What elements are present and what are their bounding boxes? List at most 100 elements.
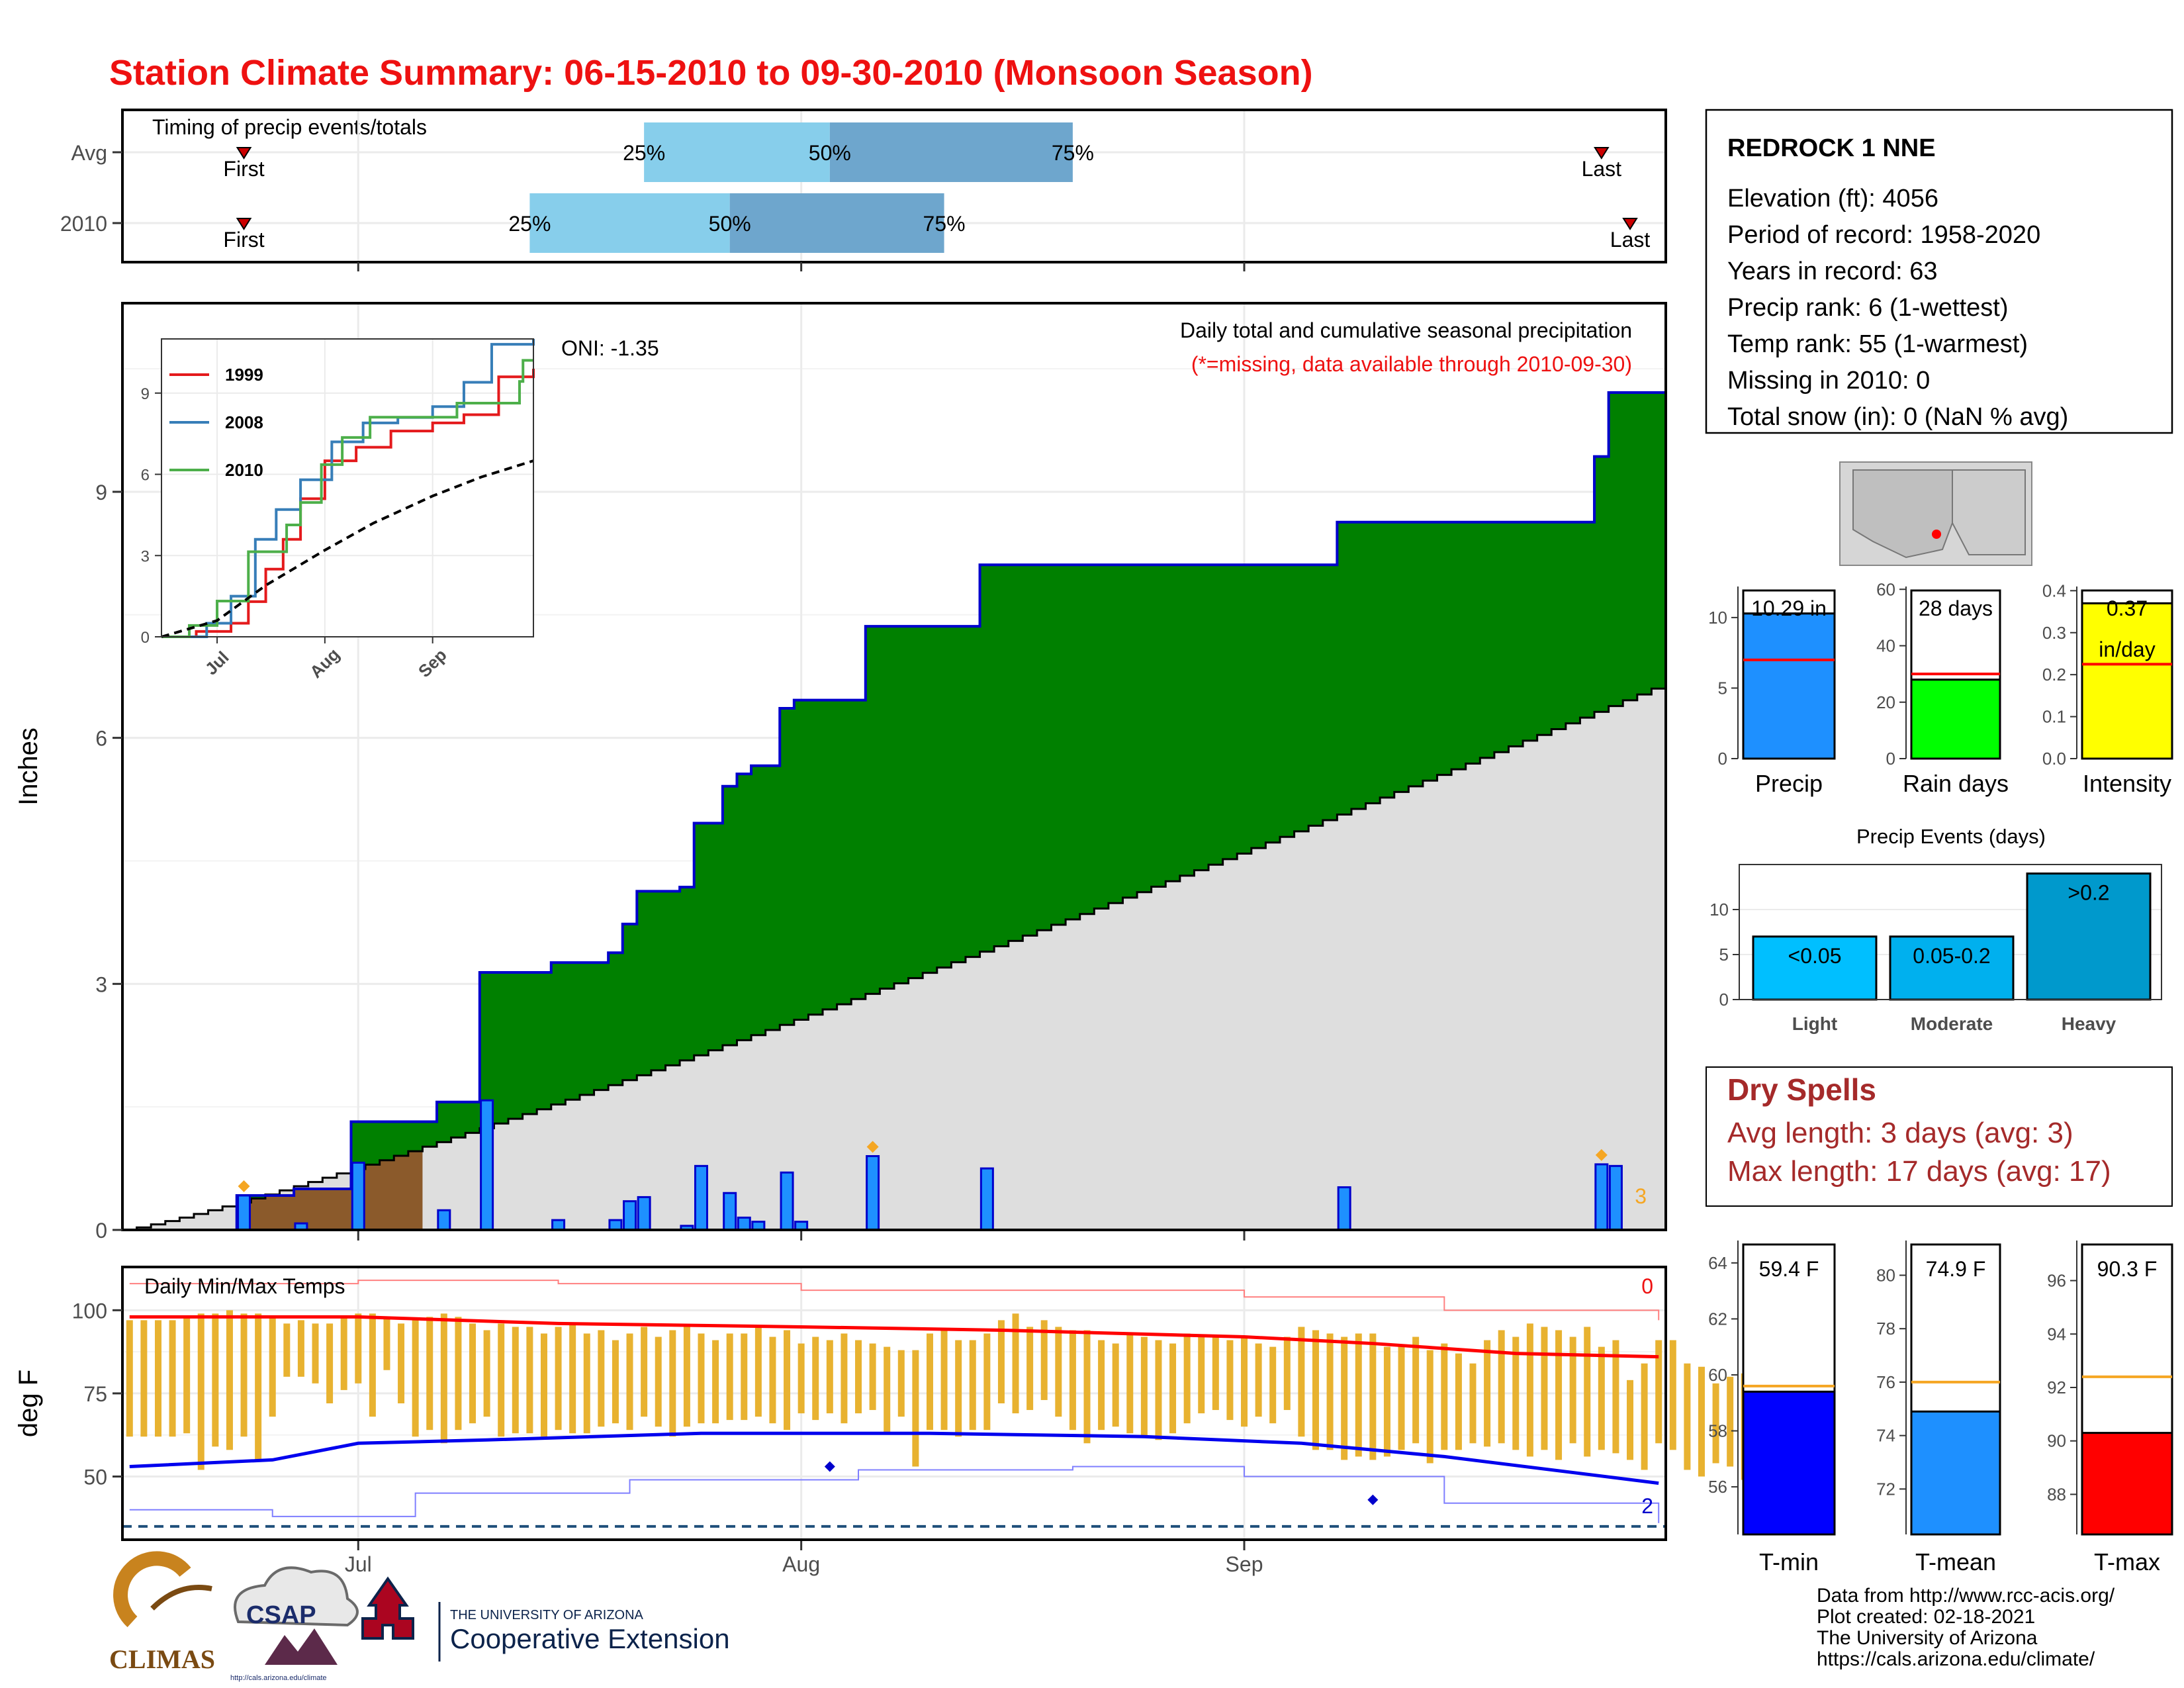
daily-temp-bar xyxy=(1341,1336,1348,1460)
daily-precip-bar xyxy=(623,1200,637,1231)
timing-row-label: 2010 xyxy=(60,212,107,236)
temp-summary-panel: 56 58 60 62 64 59.4 F T-min 72 74 76 78 80 74.9 F T-m… xyxy=(1708,1241,2173,1575)
daily-temp-bar xyxy=(1055,1327,1062,1417)
precip-panel: 0 3 6 9 Inches ONI: -1.35 Daily total and cumu… xyxy=(14,302,1667,1243)
missing-data-marker xyxy=(1595,1149,1608,1161)
station-info-line: Precip rank: 6 (1-wettest) xyxy=(1727,294,2008,322)
temps-border xyxy=(121,1266,1667,1541)
daily-precip-bar xyxy=(1608,1164,1623,1231)
daily-temp-bar xyxy=(255,1313,262,1460)
inset-legend-label: 2010 xyxy=(225,460,263,480)
daily-temp-bar xyxy=(412,1320,419,1437)
missing-data-marker xyxy=(238,1180,250,1192)
station-info-line: Temp rank: 55 (1-warmest) xyxy=(1727,330,2028,358)
daily-temp-bar xyxy=(1584,1327,1591,1457)
daily-precip-bar xyxy=(1337,1186,1351,1231)
season-bar-remainder xyxy=(1742,589,1836,615)
temps-y-tick-label: 100 xyxy=(72,1299,107,1323)
missing-count: 3 xyxy=(1635,1184,1647,1208)
daily-temp-bar xyxy=(826,1340,833,1414)
station-info-line: Total snow (in): 0 (NaN % avg) xyxy=(1727,403,2068,431)
daily-temp-bar xyxy=(626,1333,633,1430)
season-bar xyxy=(1910,679,2001,760)
daily-precip-bar xyxy=(866,1154,880,1231)
daily-temp-bar xyxy=(369,1313,376,1417)
timing-box-upper xyxy=(829,122,1073,182)
ua-logo-small: THE UNIVERSITY OF ARIZONA xyxy=(450,1608,644,1622)
timing-row-label: Avg xyxy=(71,141,107,165)
daily-temp-bar xyxy=(912,1350,919,1467)
daily-temp-bar xyxy=(1369,1333,1377,1460)
daily-temp-bar xyxy=(869,1343,876,1411)
arizona-map xyxy=(1839,461,2032,566)
daily-temp-bar xyxy=(1312,1330,1319,1450)
daily-temp-bar xyxy=(1555,1330,1563,1460)
timing-label-50: 50% xyxy=(809,141,851,165)
y-tick-label: 0 xyxy=(95,1219,107,1243)
daily-precip-bar xyxy=(780,1171,794,1231)
temp-summary-y-tick-label: 92 xyxy=(2047,1378,2066,1397)
dry-spells-box: Dry Spells Avg length: 3 days (avg: 3) M… xyxy=(1706,1066,2173,1207)
university-of-arizona-logo: THE UNIVERSITY OF ARIZONA Cooperative Ex… xyxy=(361,1576,730,1662)
csap-logo-url: http://cals.arizona.edu/climate xyxy=(230,1674,327,1682)
y-axis-label: Inches xyxy=(14,727,43,806)
station-info-line: Missing in 2010: 0 xyxy=(1727,367,1930,395)
temp-marker xyxy=(824,1461,835,1472)
precip-events-panel: Precip Events (days) 0 5 10 <0.05 Light 0.05-0… xyxy=(1709,825,2162,1034)
inset-series-line xyxy=(161,359,533,638)
events-bar-value: 0.05-0.2 xyxy=(1913,944,1990,968)
timing-box-lower xyxy=(529,193,730,253)
daily-temp-bar xyxy=(1684,1363,1691,1470)
daily-precip-bar xyxy=(723,1192,737,1231)
footer-line-3: The University of Arizona xyxy=(1817,1627,2038,1649)
events-bar-value: <0.05 xyxy=(1788,944,1842,968)
dry-spells-max: Max length: 17 days (avg: 17) xyxy=(1727,1155,2111,1188)
daily-temp-bar xyxy=(1183,1333,1191,1424)
season-value-text: 0.37 xyxy=(2107,596,2148,620)
daily-temp-bar xyxy=(655,1336,662,1427)
season-y-tick-label: 10 xyxy=(1708,608,1727,628)
daily-temp-bar xyxy=(1355,1333,1362,1457)
daily-temp-bar xyxy=(169,1320,176,1437)
daily-temp-bar xyxy=(812,1336,819,1421)
daily-temp-bar xyxy=(1641,1363,1648,1470)
events-category-label: Moderate xyxy=(1911,1013,1993,1034)
daily-temp-bar xyxy=(1226,1340,1234,1421)
daily-temp-bar xyxy=(398,1323,405,1403)
season-bar xyxy=(2081,602,2173,760)
events-y-tick-label: 0 xyxy=(1719,990,1729,1009)
temp-summary-y-tick-label: 90 xyxy=(2047,1431,2066,1451)
surplus-area xyxy=(122,393,1666,1231)
y-tick-label: 6 xyxy=(95,727,107,751)
events-y-tick-label: 10 xyxy=(1709,900,1729,919)
season-bar xyxy=(1742,612,1836,760)
daily-temp-bar xyxy=(1526,1323,1533,1457)
daily-temp-bar xyxy=(512,1327,519,1434)
last-event-marker xyxy=(1594,147,1610,160)
daily-temp-bar xyxy=(997,1320,1005,1403)
y-tick-label: 9 xyxy=(95,481,107,504)
daily-temp-bar xyxy=(326,1323,334,1403)
daily-temp-bar xyxy=(126,1320,133,1437)
daily-temp-bar xyxy=(1712,1383,1719,1464)
events-title: Precip Events (days) xyxy=(1856,825,2046,848)
temp-summary-y-tick-label: 76 xyxy=(1876,1372,1895,1392)
ua-logo-big: Cooperative Extension xyxy=(450,1623,730,1654)
daily-temp-bar xyxy=(1012,1313,1019,1414)
daily-precip-bar xyxy=(437,1209,451,1231)
daily-temp-bar xyxy=(1498,1330,1505,1444)
inset-legend-label: 2008 xyxy=(225,412,263,432)
daily-temp-bar xyxy=(1126,1333,1134,1434)
daily-temp-bar xyxy=(1283,1336,1291,1411)
page-title: Station Climate Summary: 06-15-2010 to 0… xyxy=(109,53,1313,93)
station-name: REDROCK 1 NNE xyxy=(1727,134,1936,162)
daily-temp-bar xyxy=(841,1333,848,1424)
inset-y-tick-label: 0 xyxy=(141,629,150,647)
main-panel-border xyxy=(121,302,1667,1231)
daily-temp-bar xyxy=(269,1317,276,1417)
avg-max-line xyxy=(129,1315,1659,1359)
csap-logo-text: CSAP xyxy=(246,1601,316,1629)
inset-series-line xyxy=(161,339,535,638)
